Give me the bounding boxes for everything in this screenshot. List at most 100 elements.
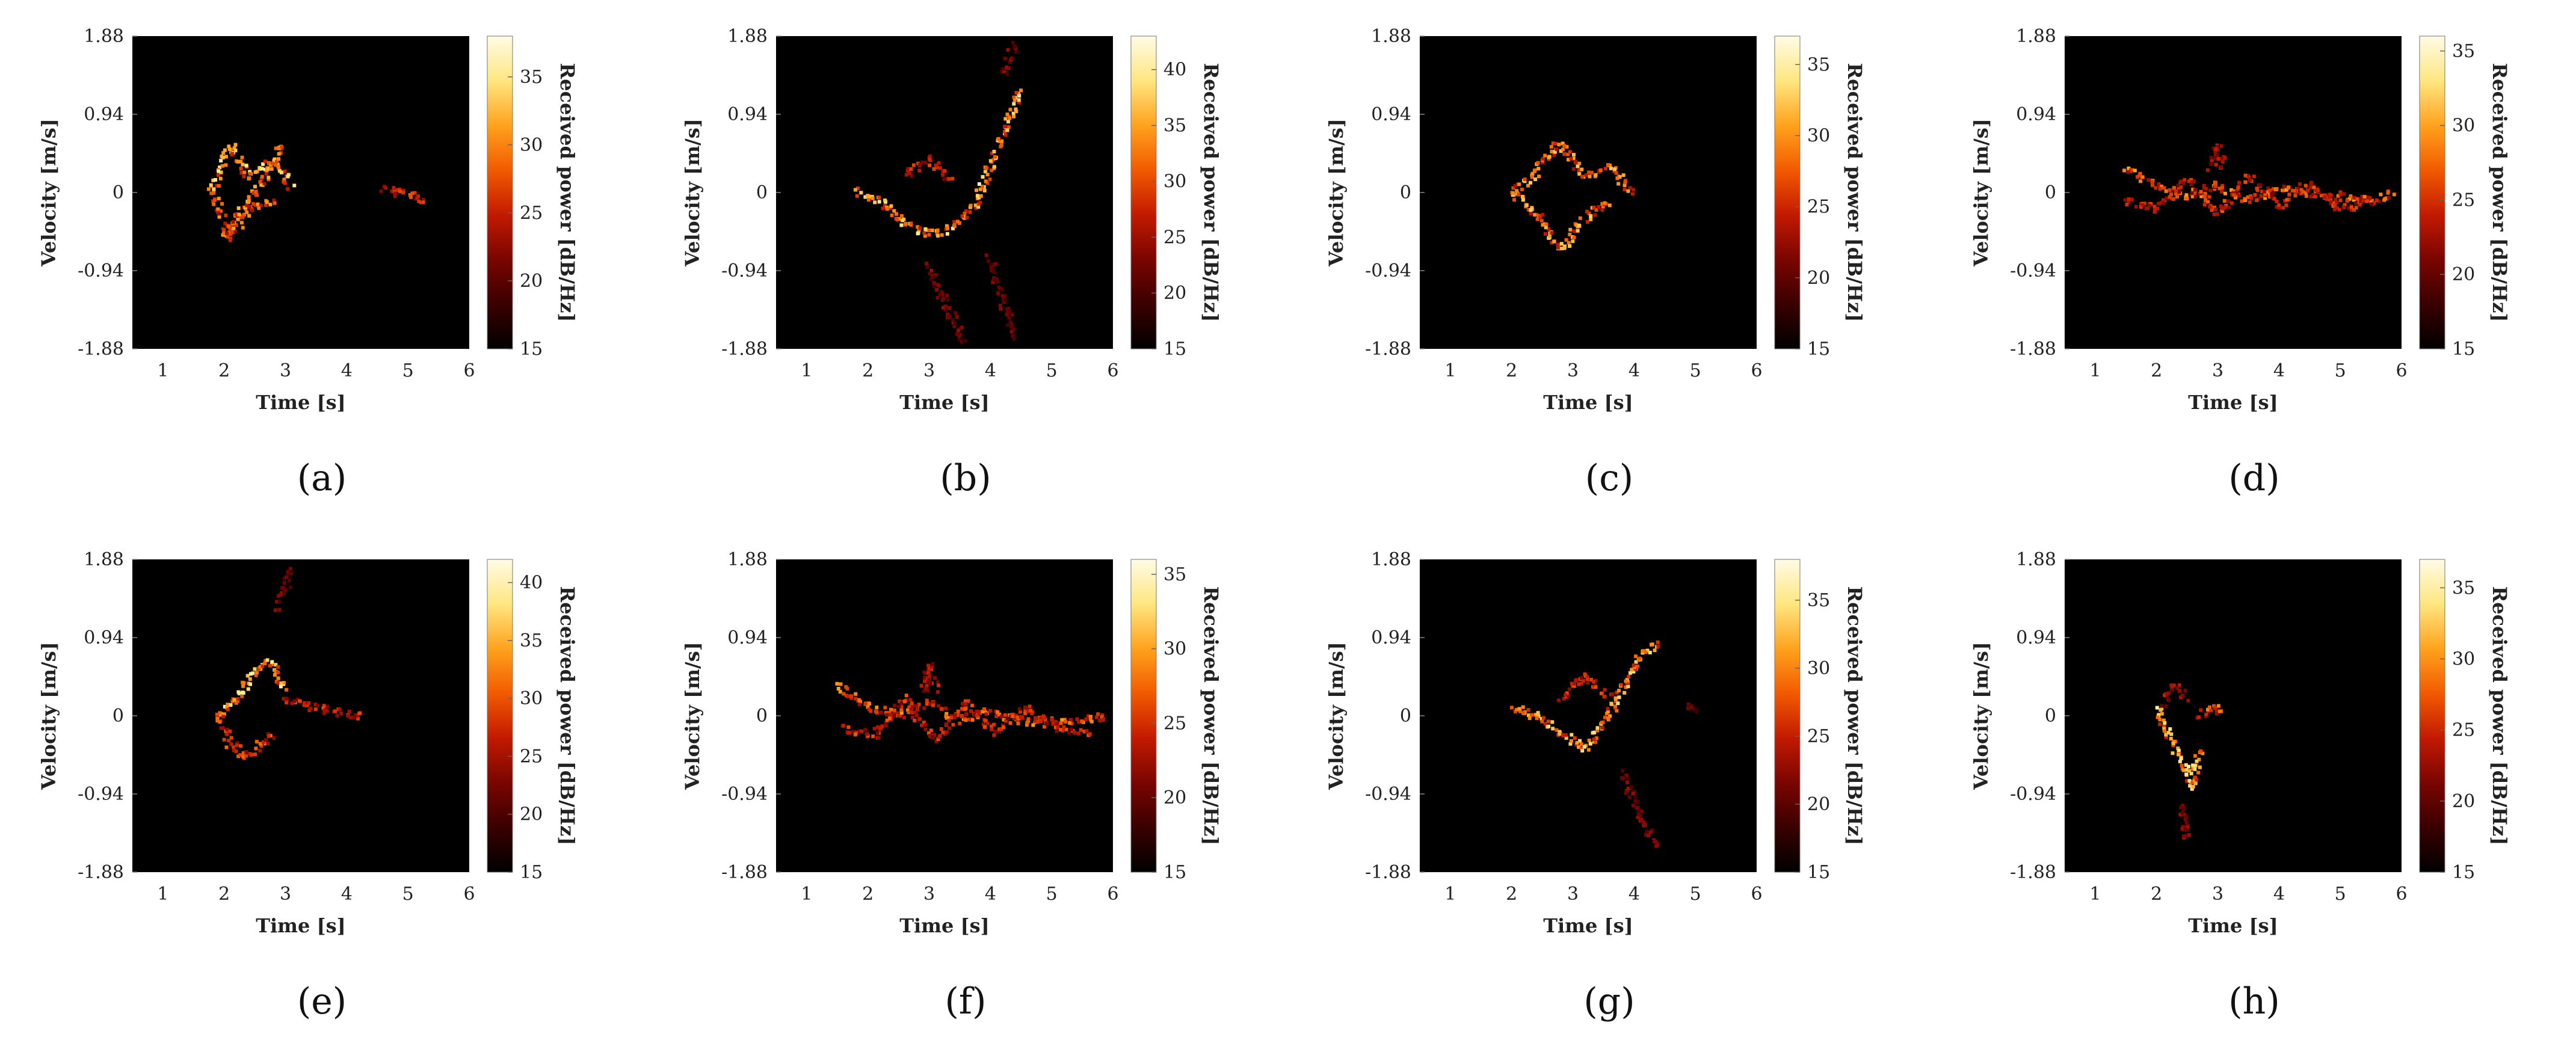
spectro-cell-h-0 [2197,757,2201,761]
spectro-cell-g-3 [1647,834,1650,837]
spectro-cell-b-4 [1005,313,1009,316]
spectro-cell-f-1 [876,725,880,729]
spectro-cell-a-0 [240,155,244,159]
spectro-cell-d-0 [2184,197,2188,201]
y-tick-label: 0 [112,182,124,203]
y-tick-label: 1.88 [2016,26,2056,47]
spectro-cell-e-0 [276,670,280,674]
spectro-cell-h-0 [2184,768,2189,772]
x-tick-label: 4 [985,360,996,381]
spectro-cell-f-0 [1102,718,1105,722]
spectro-cell-f-0 [863,702,867,706]
spectro-cell-a-2 [258,180,262,184]
spectro-cell-g-4 [1686,702,1690,706]
spectro-cell-g-2 [1565,695,1569,699]
spectro-cell-e-2 [322,704,326,708]
spectro-cell-c-0 [1608,163,1612,167]
spectro-cell-g-3 [1644,832,1648,837]
spectro-cell-f-0 [898,713,902,718]
spectro-cell-d-1 [2335,200,2339,205]
spectro-cell-e-1 [232,748,236,752]
spectro-cell-g-0 [1582,745,1586,749]
spectro-cell-h-0 [2198,765,2202,769]
x-axis-label: Time [s] [1543,391,1633,414]
spectro-cell-f-0 [1026,717,1031,721]
spectro-cell-g-3 [1621,769,1625,773]
spectro-cell-b-1 [1012,102,1016,106]
spectro-cell-b-5 [1005,72,1009,76]
spectro-cell-g-3 [1637,812,1641,816]
spectro-cell-c-0 [1553,141,1558,146]
spectro-cell-g-1 [1648,650,1652,654]
spectro-cell-a-1 [220,201,224,206]
spectro-cell-b-1 [1014,109,1018,114]
spectro-cell-e-1 [238,753,242,757]
spectro-cell-b-1 [978,187,982,191]
spectro-cell-f-0 [922,706,926,710]
spectro-cell-a-0 [217,184,221,188]
x-tick-label: 3 [1567,360,1579,381]
spectro-cell-a-1 [206,187,211,191]
x-tick-label: 6 [463,360,475,381]
spectro-cell-b-1 [973,203,978,208]
spectro-cell-e-2 [309,706,313,710]
spectro-cell-g-0 [1526,713,1530,718]
spectro-cell-f-1 [1002,725,1006,729]
colorbar-tick-label: 20 [1807,794,1830,815]
spectro-cell-h-3 [2184,814,2188,819]
spectro-cell-f-0 [1034,716,1037,720]
colorbar-label: Received power [dB/Hz] [1200,63,1222,322]
spectro-cell-b-3 [929,269,934,272]
spectro-cell-b-0 [895,218,899,222]
spectro-cell-f-1 [1059,728,1062,731]
spectro-cell-d-2 [2219,144,2223,148]
spectro-cell-g-0 [1575,741,1579,745]
spectro-cell-f-1 [1012,716,1016,721]
spectro-cell-f-1 [932,733,937,737]
spectro-cell-f-2 [928,666,931,671]
spectro-cell-e-2 [335,713,339,718]
spectro-cell-c-0 [1577,168,1582,172]
spectro-cell-h-0 [2176,746,2180,751]
spectro-cell-d-1 [2309,185,2313,189]
x-tick-label: 1 [1444,360,1456,381]
spectro-cell-e-2 [325,709,329,713]
colorbar-tick-label: 15 [1163,862,1186,883]
spectro-cell-d-1 [2127,200,2131,204]
spectro-cell-b-0 [951,226,955,230]
spectro-cell-b-1 [999,143,1003,147]
spectro-cell-f-2 [936,690,940,694]
spectro-cell-b-1 [1014,107,1018,111]
spectro-cell-f-0 [875,706,879,710]
spectro-cell-h-0 [2184,772,2189,777]
spectro-cell-e-2 [357,711,362,715]
spectro-cell-a-1 [242,212,247,217]
spectro-cell-a-2 [247,195,251,199]
spectro-cell-h-3 [2186,823,2190,828]
spectro-cell-g-2 [1568,687,1571,691]
spectro-cell-g-0 [1574,743,1579,747]
spectro-cell-b-5 [1006,48,1010,52]
spectro-cell-a-2 [255,193,259,197]
spectro-cell-a-0 [227,144,231,149]
spectro-cell-d-2 [2211,146,2216,150]
spectro-cell-g-3 [1630,785,1634,789]
spectro-cell-f-2 [923,687,928,691]
y-tick-label: -1.88 [2010,339,2056,360]
spectro-cell-c-1 [1574,223,1579,227]
spectro-cell-f-1 [960,707,964,711]
spectro-cell-b-3 [951,318,955,322]
spectro-cell-e-2 [333,709,337,713]
spectro-cell-b-1 [977,182,981,186]
spectro-cell-b-1 [1011,111,1015,115]
spectro-cell-d-1 [2130,197,2134,201]
spectro-cell-e-0 [236,699,240,703]
spectro-cell-f-1 [860,729,863,733]
spectro-cell-b-2 [910,174,914,178]
spectro-cell-e-2 [351,715,356,719]
spectro-cell-f-1 [999,727,1003,731]
spectro-cell-d-2 [2214,147,2218,152]
spectro-cell-f-0 [932,700,936,704]
spectro-cell-a-0 [219,170,223,174]
spectro-cell-g-1 [1641,649,1645,653]
